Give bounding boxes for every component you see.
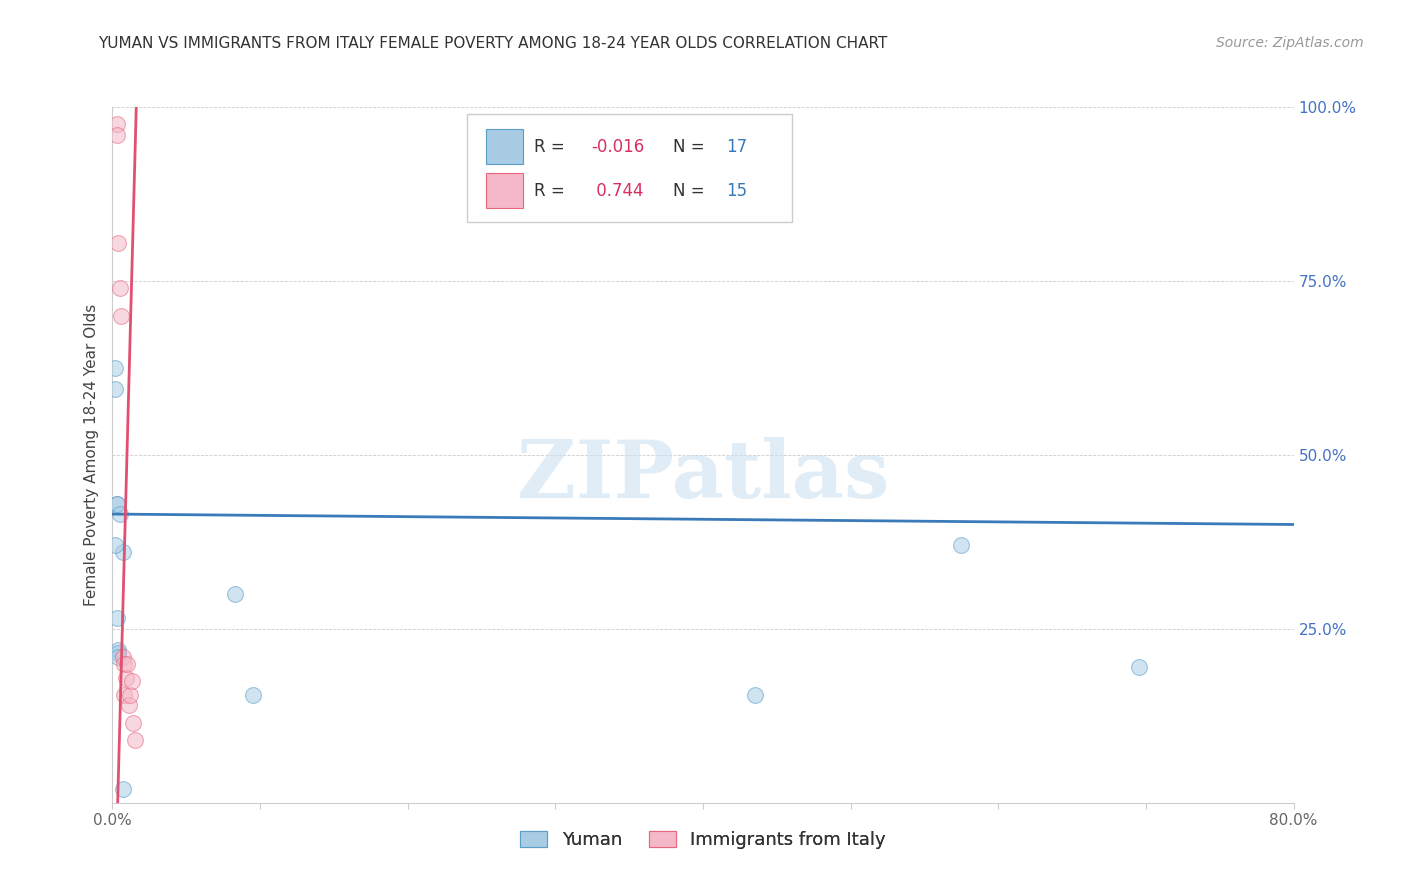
Point [105,128,128,142]
Point [107,649,129,664]
Point [104,360,127,375]
Point [224,587,246,601]
Point [105,497,128,511]
Point [1128,660,1150,674]
Point [112,657,135,671]
Text: 0.744: 0.744 [591,182,644,200]
Text: N =: N = [673,182,710,200]
Legend: Yuman, Immigrants from Italy: Yuman, Immigrants from Italy [513,823,893,856]
Text: ZIPatlas: ZIPatlas [517,437,889,515]
Text: Source: ZipAtlas.com: Source: ZipAtlas.com [1216,36,1364,50]
FancyBboxPatch shape [485,173,523,208]
Point [104,538,127,552]
Point [111,781,134,796]
Point [105,497,128,511]
Point [108,507,131,521]
FancyBboxPatch shape [485,129,523,164]
Point [950,538,973,552]
Text: -0.016: -0.016 [591,137,644,156]
Y-axis label: Female Poverty Among 18-24 Year Olds: Female Poverty Among 18-24 Year Olds [83,304,98,606]
Text: N =: N = [673,137,710,156]
Text: 17: 17 [727,137,748,156]
Point [242,688,264,702]
Point [107,646,129,660]
Text: R =: R = [534,137,569,156]
Point [114,671,136,685]
Text: R =: R = [534,182,569,200]
Point [108,281,131,295]
Point [105,117,128,131]
Point [107,235,129,250]
Point [124,733,146,747]
Point [110,309,132,323]
Point [112,688,135,702]
FancyBboxPatch shape [467,114,792,222]
Point [744,688,766,702]
Point [117,657,138,671]
Point [121,674,143,689]
Point [111,545,134,559]
Point [118,698,141,713]
Point [105,611,128,625]
Point [120,688,142,702]
Point [122,715,145,730]
Text: 15: 15 [727,182,748,200]
Point [111,649,134,664]
Text: YUMAN VS IMMIGRANTS FROM ITALY FEMALE POVERTY AMONG 18-24 YEAR OLDS CORRELATION : YUMAN VS IMMIGRANTS FROM ITALY FEMALE PO… [98,36,887,51]
Point [104,382,127,396]
Point [107,642,129,657]
